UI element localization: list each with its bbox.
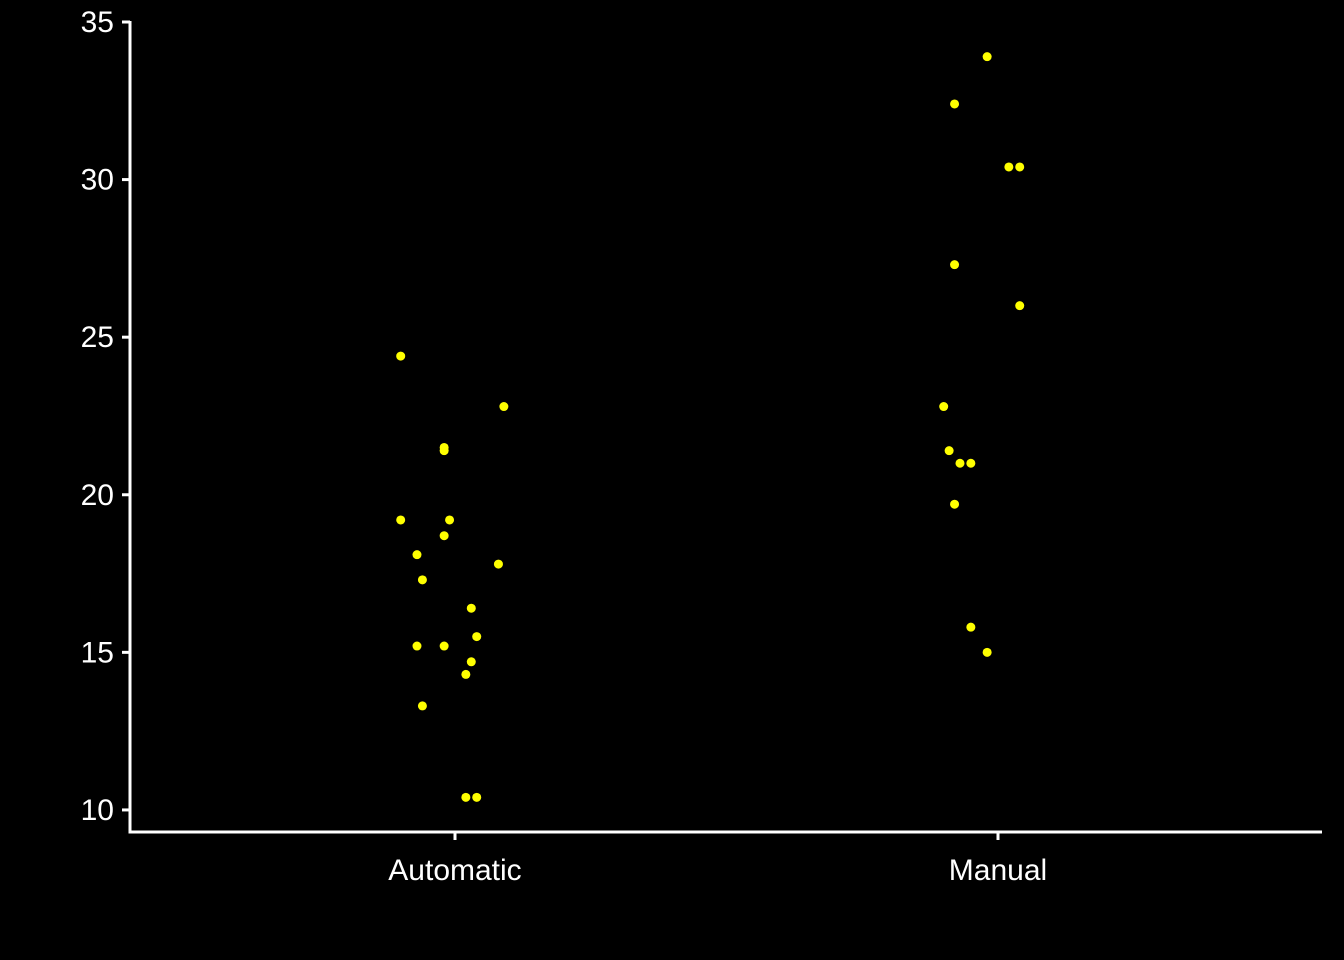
x-axis-ticks: Automatic Manual — [388, 832, 1047, 887]
data-point — [412, 550, 422, 560]
data-point — [950, 99, 960, 109]
data-point — [950, 499, 960, 509]
x-tick-label: Manual — [949, 854, 1047, 887]
data-point — [950, 260, 960, 270]
data-point — [417, 701, 427, 711]
y-tick-label: 20 — [81, 479, 114, 512]
data-point — [461, 669, 471, 679]
data-point — [472, 792, 482, 802]
y-tick-label: 25 — [81, 321, 114, 354]
data-points — [396, 52, 1025, 802]
data-point — [1004, 162, 1014, 172]
data-point — [966, 622, 976, 632]
data-point — [982, 647, 992, 657]
y-tick-label: 10 — [81, 794, 114, 827]
data-point — [466, 657, 476, 667]
data-point — [499, 402, 509, 412]
y-tick-label: 15 — [81, 636, 114, 669]
data-point — [417, 575, 427, 585]
data-point — [445, 515, 455, 525]
data-point — [396, 351, 406, 361]
data-point — [939, 402, 949, 412]
data-point — [944, 446, 954, 456]
data-point — [472, 632, 482, 642]
data-point — [966, 458, 976, 468]
data-point — [461, 792, 471, 802]
data-point — [982, 52, 992, 62]
y-tick-label: 30 — [81, 164, 114, 197]
data-point — [396, 515, 406, 525]
data-point — [466, 603, 476, 613]
x-tick-label: Automatic — [388, 854, 521, 887]
data-point — [412, 641, 422, 651]
series-manual — [939, 52, 1025, 657]
data-point — [439, 531, 449, 541]
y-tick-label: 35 — [81, 6, 114, 39]
data-point — [955, 458, 965, 468]
data-point — [493, 559, 503, 569]
data-point — [1015, 301, 1025, 311]
series-automatic — [396, 351, 509, 802]
y-axis-ticks: 10 15 20 25 30 35 — [81, 6, 130, 827]
data-point — [1015, 162, 1025, 172]
data-point — [439, 641, 449, 651]
data-point — [439, 446, 449, 456]
